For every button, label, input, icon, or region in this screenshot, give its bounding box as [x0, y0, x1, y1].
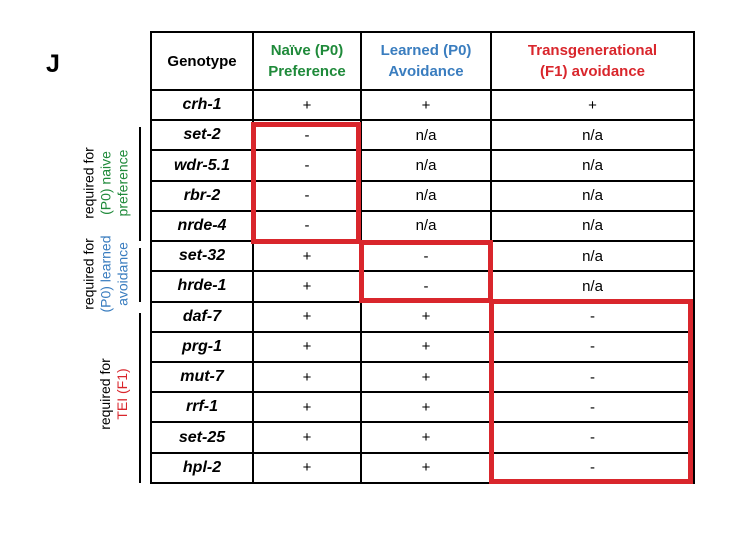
header-transgenerational-avoidance: Transgenerational (F1) avoidance — [490, 31, 695, 91]
table-row: hrde-1 + - n/a — [150, 270, 695, 303]
learned-avoidance-cell: + — [360, 88, 492, 122]
learned-avoidance-cell: + — [360, 300, 492, 333]
genotype-cell: mut-7 — [150, 360, 254, 394]
header-learned-avoidance: Learned (P0) Avoidance — [360, 31, 492, 91]
table-row: rbr-2- n/a n/a — [150, 179, 695, 212]
naive-preference-cell: + — [252, 330, 362, 363]
learned-avoidance-cell: n/a — [360, 119, 492, 152]
learned-avoidance-cell: + — [360, 391, 492, 424]
transgenerational-avoidance-cell: n/a — [490, 240, 695, 273]
naive-group-bracket — [139, 127, 141, 241]
genotype-table: Genotype Naïve (P0) Preference Learned (… — [150, 31, 695, 485]
table-row: set-25 + + - — [150, 421, 695, 454]
transgenerational-avoidance-cell: + — [490, 88, 695, 122]
learned-avoidance-cell: n/a — [360, 179, 492, 212]
header-naive-line1: Naïve (P0) — [270, 42, 344, 59]
tei-group-line2: TEI (F1) — [114, 368, 130, 420]
panel-label: J — [46, 50, 60, 78]
naive-preference-cell: + — [252, 240, 362, 273]
table-row: set-32 + - n/a — [150, 240, 695, 273]
table-row: daf-7 + + - — [150, 300, 695, 333]
genotype-cell: daf-7 — [150, 300, 254, 333]
tei-group-label: required for TEI (F1) — [97, 294, 131, 494]
naive-preference-cell: + — [252, 451, 362, 485]
naive-preference-cell: + — [252, 88, 362, 122]
naive-preference-cell: + — [252, 391, 362, 424]
transgenerational-avoidance-cell: - — [490, 330, 695, 363]
naive-preference-cell: - — [252, 179, 362, 212]
transgenerational-avoidance-cell: - — [490, 421, 695, 454]
table-row: set-2- n/a n/a — [150, 119, 695, 152]
naive-preference-cell: - — [252, 209, 362, 243]
transgenerational-avoidance-cell: - — [490, 300, 695, 333]
learned-avoidance-cell: n/a — [360, 149, 492, 182]
table-row: mut-7 + + - — [150, 360, 695, 394]
transgenerational-avoidance-cell: n/a — [490, 119, 695, 152]
transgenerational-avoidance-cell: - — [490, 391, 695, 424]
learned-group-bracket — [139, 248, 141, 302]
genotype-cell: hpl-2 — [150, 451, 254, 485]
genotype-cell: set-2 — [150, 119, 254, 152]
learned-avoidance-cell: + — [360, 330, 492, 363]
learned-avoidance-cell: n/a — [360, 209, 492, 243]
header-naive-line2: Preference — [268, 63, 346, 80]
genotype-cell: nrde-4 — [150, 209, 254, 243]
header-row: Genotype Naïve (P0) Preference Learned (… — [150, 31, 695, 91]
transgenerational-avoidance-cell: n/a — [490, 179, 695, 212]
header-learned-line2: Avoidance — [388, 63, 464, 80]
naive-preference-cell: + — [252, 300, 362, 333]
learned-avoidance-cell: + — [360, 451, 492, 485]
genotype-cell: set-25 — [150, 421, 254, 454]
genotype-cell: rrf-1 — [150, 391, 254, 424]
header-trans-line2: (F1) avoidance — [539, 63, 646, 80]
table-row: wdr-5.1- n/a n/a — [150, 149, 695, 182]
tei-group-line1: required for — [97, 358, 113, 430]
genotype-cell: set-32 — [150, 240, 254, 273]
genotype-cell: rbr-2 — [150, 179, 254, 212]
genotype-cell: wdr-5.1 — [150, 149, 254, 182]
learned-avoidance-cell: + — [360, 421, 492, 454]
table-row: crh-1 + + + — [150, 88, 695, 122]
naive-preference-cell: + — [252, 421, 362, 454]
genotype-cell: hrde-1 — [150, 270, 254, 303]
transgenerational-avoidance-cell: - — [490, 360, 695, 394]
tei-group-bracket — [139, 313, 141, 483]
header-genotype: Genotype — [150, 31, 254, 91]
naive-preference-cell: + — [252, 360, 362, 394]
naive-preference-cell: - — [252, 119, 362, 152]
learned-group-line1: required for — [80, 238, 97, 310]
transgenerational-avoidance-cell: n/a — [490, 270, 695, 303]
header-trans-line1: Transgenerational — [527, 42, 658, 59]
naive-preference-cell: - — [252, 149, 362, 182]
learned-avoidance-cell: + — [360, 360, 492, 394]
genotype-cell: prg-1 — [150, 330, 254, 363]
learned-avoidance-cell: - — [360, 270, 492, 303]
table-row: rrf-1 + + - — [150, 391, 695, 424]
table-row: prg-1 + + - — [150, 330, 695, 363]
learned-avoidance-cell: - — [360, 240, 492, 273]
transgenerational-avoidance-cell: - — [490, 451, 695, 485]
header-naive-preference: Naïve (P0) Preference — [252, 31, 362, 91]
table-row: nrde-4- n/a n/a — [150, 209, 695, 243]
genotype-cell: crh-1 — [150, 88, 254, 122]
table-row: hpl-2 + + - — [150, 451, 695, 485]
transgenerational-avoidance-cell: n/a — [490, 149, 695, 182]
naive-preference-cell: + — [252, 270, 362, 303]
transgenerational-avoidance-cell: n/a — [490, 209, 695, 243]
header-learned-line1: Learned (P0) — [380, 42, 472, 59]
